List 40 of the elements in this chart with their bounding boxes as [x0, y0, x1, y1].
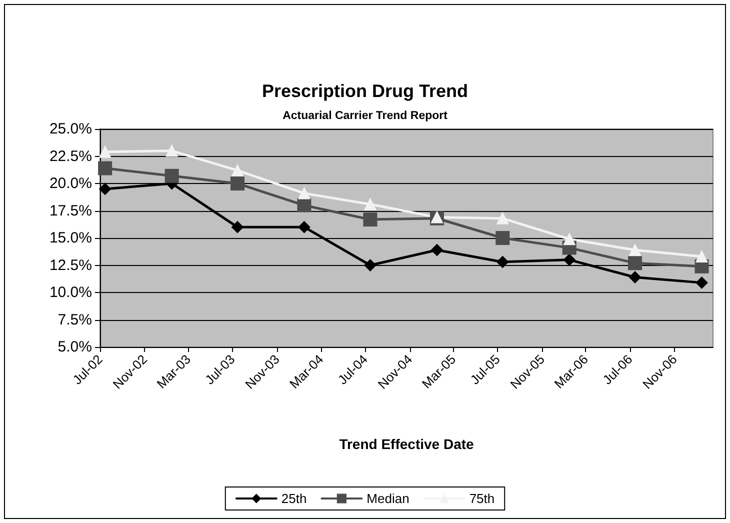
chart-subtitle: Actuarial Carrier Trend Report — [282, 110, 448, 122]
point — [99, 182, 112, 195]
point — [364, 198, 376, 210]
point — [496, 256, 509, 268]
legend-label: 25th — [281, 491, 307, 506]
y-tick-label: 12.5% — [49, 256, 92, 274]
point — [363, 212, 378, 226]
legend-label: 75th — [469, 491, 495, 506]
point — [297, 198, 312, 212]
point — [231, 221, 244, 234]
point — [298, 187, 310, 200]
y-tick-label: 5.0% — [58, 338, 92, 356]
y-tick-label: 7.5% — [58, 311, 92, 328]
legend-label: Median — [366, 491, 410, 506]
point — [563, 233, 576, 246]
point — [696, 276, 708, 289]
point — [164, 168, 179, 183]
y-tick-label: 10.0% — [49, 284, 92, 301]
point — [99, 146, 112, 158]
y-tick-label: 22.5% — [49, 148, 92, 165]
point — [298, 221, 310, 234]
point — [696, 250, 708, 263]
y-tick-label: 17.5% — [49, 202, 92, 220]
point — [629, 271, 642, 284]
y-tick-label: 25.0% — [49, 120, 92, 138]
point — [563, 254, 576, 266]
point — [98, 161, 112, 176]
point — [430, 244, 443, 256]
point — [496, 212, 509, 224]
point — [629, 244, 642, 256]
point — [230, 176, 244, 190]
point — [364, 259, 376, 272]
y-tick-label: 15.0% — [49, 230, 92, 246]
point — [496, 231, 510, 245]
y-tick-label: 20.0% — [49, 175, 92, 192]
point — [231, 164, 244, 176]
chart-title: Prescription Drug Trend — [262, 81, 468, 101]
x-axis-title: Trend Effective Date — [339, 436, 474, 452]
point — [166, 144, 178, 157]
point — [628, 256, 642, 270]
